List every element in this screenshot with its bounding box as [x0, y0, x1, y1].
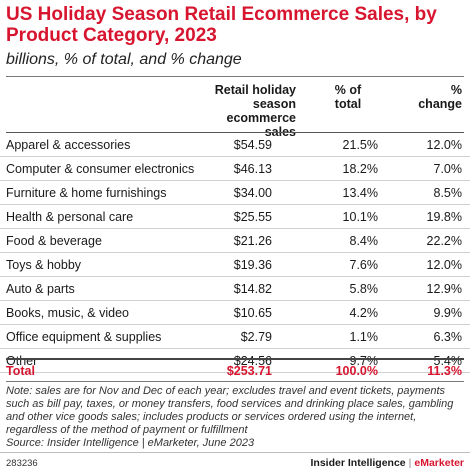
table-row: Computer & consumer electronics $46.13 18.…: [0, 157, 470, 181]
change-value: 7.0%: [433, 162, 463, 176]
column-header-sales: Retail holiday season ecommerce sales: [214, 83, 296, 139]
change-value: 12.0%: [426, 258, 462, 272]
total-label: Total: [6, 364, 35, 378]
share-value: 18.2%: [342, 162, 378, 176]
table-header: Retail holiday season ecommerce sales % …: [0, 83, 470, 139]
category-label: Health & personal care: [6, 210, 134, 224]
change-value: 9.9%: [433, 306, 463, 320]
sales-value: $21.26: [233, 234, 272, 248]
sales-value: $46.13: [233, 162, 272, 176]
change-value: 22.2%: [426, 234, 462, 248]
share-value: 13.4%: [342, 186, 378, 200]
sales-value: $34.00: [233, 186, 272, 200]
share-value: 5.8%: [349, 282, 379, 296]
table-row: Toys & hobby $19.36 7.6% 12.0%: [0, 253, 470, 277]
change-value: 5.4%: [433, 354, 463, 368]
chart-title: US Holiday Season Retail Ecommerce Sales…: [6, 4, 437, 46]
table-row: Health & personal care $25.55 10.1% 19.8%: [0, 205, 470, 229]
brand-logo: Insider Intelligence | eMarketer: [311, 457, 464, 469]
sales-value: $10.65: [233, 306, 272, 320]
change-value: 12.9%: [426, 282, 462, 296]
source-line: Source: Insider Intelligence | eMarketer…: [6, 437, 255, 449]
share-value: 10.1%: [342, 210, 378, 224]
brand-separator: |: [408, 457, 412, 469]
sales-value: $24.56: [233, 354, 272, 368]
category-label: Food & beverage: [6, 234, 102, 248]
sales-value: $54.59: [233, 138, 272, 152]
table-row: Books, music, & video $10.65 4.2% 9.9%: [0, 301, 470, 325]
chart-id: 283236: [6, 458, 38, 469]
header-rule: [6, 132, 464, 133]
share-value: 21.5%: [342, 138, 378, 152]
top-rule: [6, 76, 464, 77]
column-header-change: % change: [418, 83, 462, 111]
bottom-rule: [6, 381, 464, 382]
category-label: Office equipment & supplies: [6, 330, 162, 344]
sales-value: $19.36: [233, 258, 272, 272]
share-value: 8.4%: [349, 234, 379, 248]
sales-value: $25.55: [233, 210, 272, 224]
category-label: Toys & hobby: [6, 258, 82, 272]
change-value: 19.8%: [426, 210, 462, 224]
table-row: Office equipment & supplies $2.79 1.1% 6.3%: [0, 325, 470, 349]
category-label: Auto & parts: [6, 282, 75, 296]
change-value: 6.3%: [433, 330, 463, 344]
footnote: Note: sales are for Nov and Dec of each …: [6, 385, 454, 436]
column-header-share: % of total: [334, 83, 362, 111]
footer-bar: 283236 Insider Intelligence | eMarketer: [0, 452, 470, 474]
total-share: 100.0%: [335, 364, 378, 378]
share-value: 1.1%: [349, 330, 379, 344]
brand-insider-intelligence: Insider Intelligence: [310, 457, 406, 469]
table-row: Other $24.56 9.7% 5.4%: [0, 349, 470, 373]
change-value: 8.5%: [433, 186, 463, 200]
table-row: Furniture & home furnishings $34.00 13.4% 8…: [0, 181, 470, 205]
category-label: Other: [6, 354, 38, 368]
table-row: Apparel & accessories $54.59 21.5% 12.0%: [0, 133, 470, 157]
table-row-total: Total $253.71 100.0% 11.3%: [0, 360, 470, 380]
total-sales: $253.71: [226, 364, 272, 378]
share-value: 4.2%: [349, 306, 379, 320]
change-value: 12.0%: [426, 138, 462, 152]
category-label: Computer & consumer electronics: [6, 162, 195, 176]
sales-value: $2.79: [240, 330, 272, 344]
chart-subtitle: billions, % of total, and % change: [6, 51, 242, 68]
table-row: Auto & parts $14.82 5.8% 12.9%: [0, 277, 470, 301]
table-body: Apparel & accessories $54.59 21.5% 12.0% Com…: [0, 133, 470, 373]
brand-emarketer: eMarketer: [414, 457, 464, 469]
category-label: Apparel & accessories: [6, 138, 131, 152]
total-rule: [6, 358, 464, 360]
category-label: Books, music, & video: [6, 306, 129, 320]
share-value: 9.7%: [349, 354, 379, 368]
share-value: 7.6%: [349, 258, 379, 272]
category-label: Furniture & home furnishings: [6, 186, 167, 200]
table-row: Food & beverage $21.26 8.4% 22.2%: [0, 229, 470, 253]
total-change: 11.3%: [427, 364, 462, 378]
sales-value: $14.82: [233, 282, 272, 296]
